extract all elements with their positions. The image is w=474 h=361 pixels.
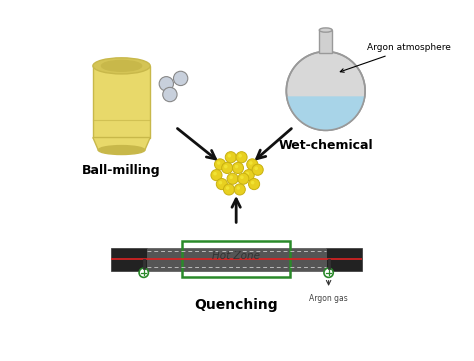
Ellipse shape (319, 28, 332, 32)
Ellipse shape (98, 145, 145, 155)
Circle shape (217, 161, 220, 165)
Polygon shape (286, 91, 365, 130)
Circle shape (324, 268, 333, 277)
Circle shape (229, 175, 233, 179)
Circle shape (228, 154, 231, 157)
Circle shape (163, 87, 177, 102)
Circle shape (224, 165, 228, 168)
Circle shape (240, 175, 244, 179)
Circle shape (139, 268, 148, 277)
Text: Ball-milling: Ball-milling (82, 164, 161, 177)
FancyBboxPatch shape (319, 30, 332, 53)
FancyBboxPatch shape (93, 66, 150, 138)
Circle shape (232, 162, 244, 174)
Circle shape (238, 173, 249, 184)
Circle shape (213, 172, 217, 175)
Circle shape (252, 164, 263, 175)
Circle shape (248, 179, 260, 190)
Circle shape (247, 159, 258, 170)
Circle shape (243, 170, 254, 180)
Text: Quenching: Quenching (194, 298, 278, 312)
Ellipse shape (101, 61, 142, 71)
Circle shape (286, 52, 365, 130)
Text: Argon gas: Argon gas (309, 293, 348, 303)
Circle shape (159, 77, 173, 91)
Circle shape (246, 172, 249, 175)
Text: Argon atmosphere: Argon atmosphere (340, 43, 451, 72)
Circle shape (236, 152, 247, 163)
Circle shape (216, 179, 228, 190)
Circle shape (234, 184, 246, 195)
Circle shape (173, 71, 188, 86)
Text: Hot Zone: Hot Zone (212, 252, 260, 261)
Circle shape (225, 152, 237, 163)
Circle shape (227, 173, 238, 184)
Text: Wet-chemical: Wet-chemical (278, 139, 373, 152)
Circle shape (255, 166, 258, 170)
FancyBboxPatch shape (146, 248, 326, 271)
Circle shape (226, 186, 229, 190)
Circle shape (235, 165, 238, 168)
Circle shape (219, 181, 222, 184)
Circle shape (215, 159, 226, 170)
Circle shape (222, 162, 233, 174)
Circle shape (237, 186, 240, 190)
Polygon shape (93, 138, 150, 150)
Circle shape (223, 184, 235, 195)
Circle shape (249, 161, 253, 165)
Circle shape (251, 181, 255, 184)
Circle shape (238, 154, 242, 157)
Ellipse shape (93, 58, 150, 74)
FancyBboxPatch shape (326, 248, 362, 271)
FancyBboxPatch shape (111, 248, 146, 271)
Circle shape (211, 170, 222, 180)
